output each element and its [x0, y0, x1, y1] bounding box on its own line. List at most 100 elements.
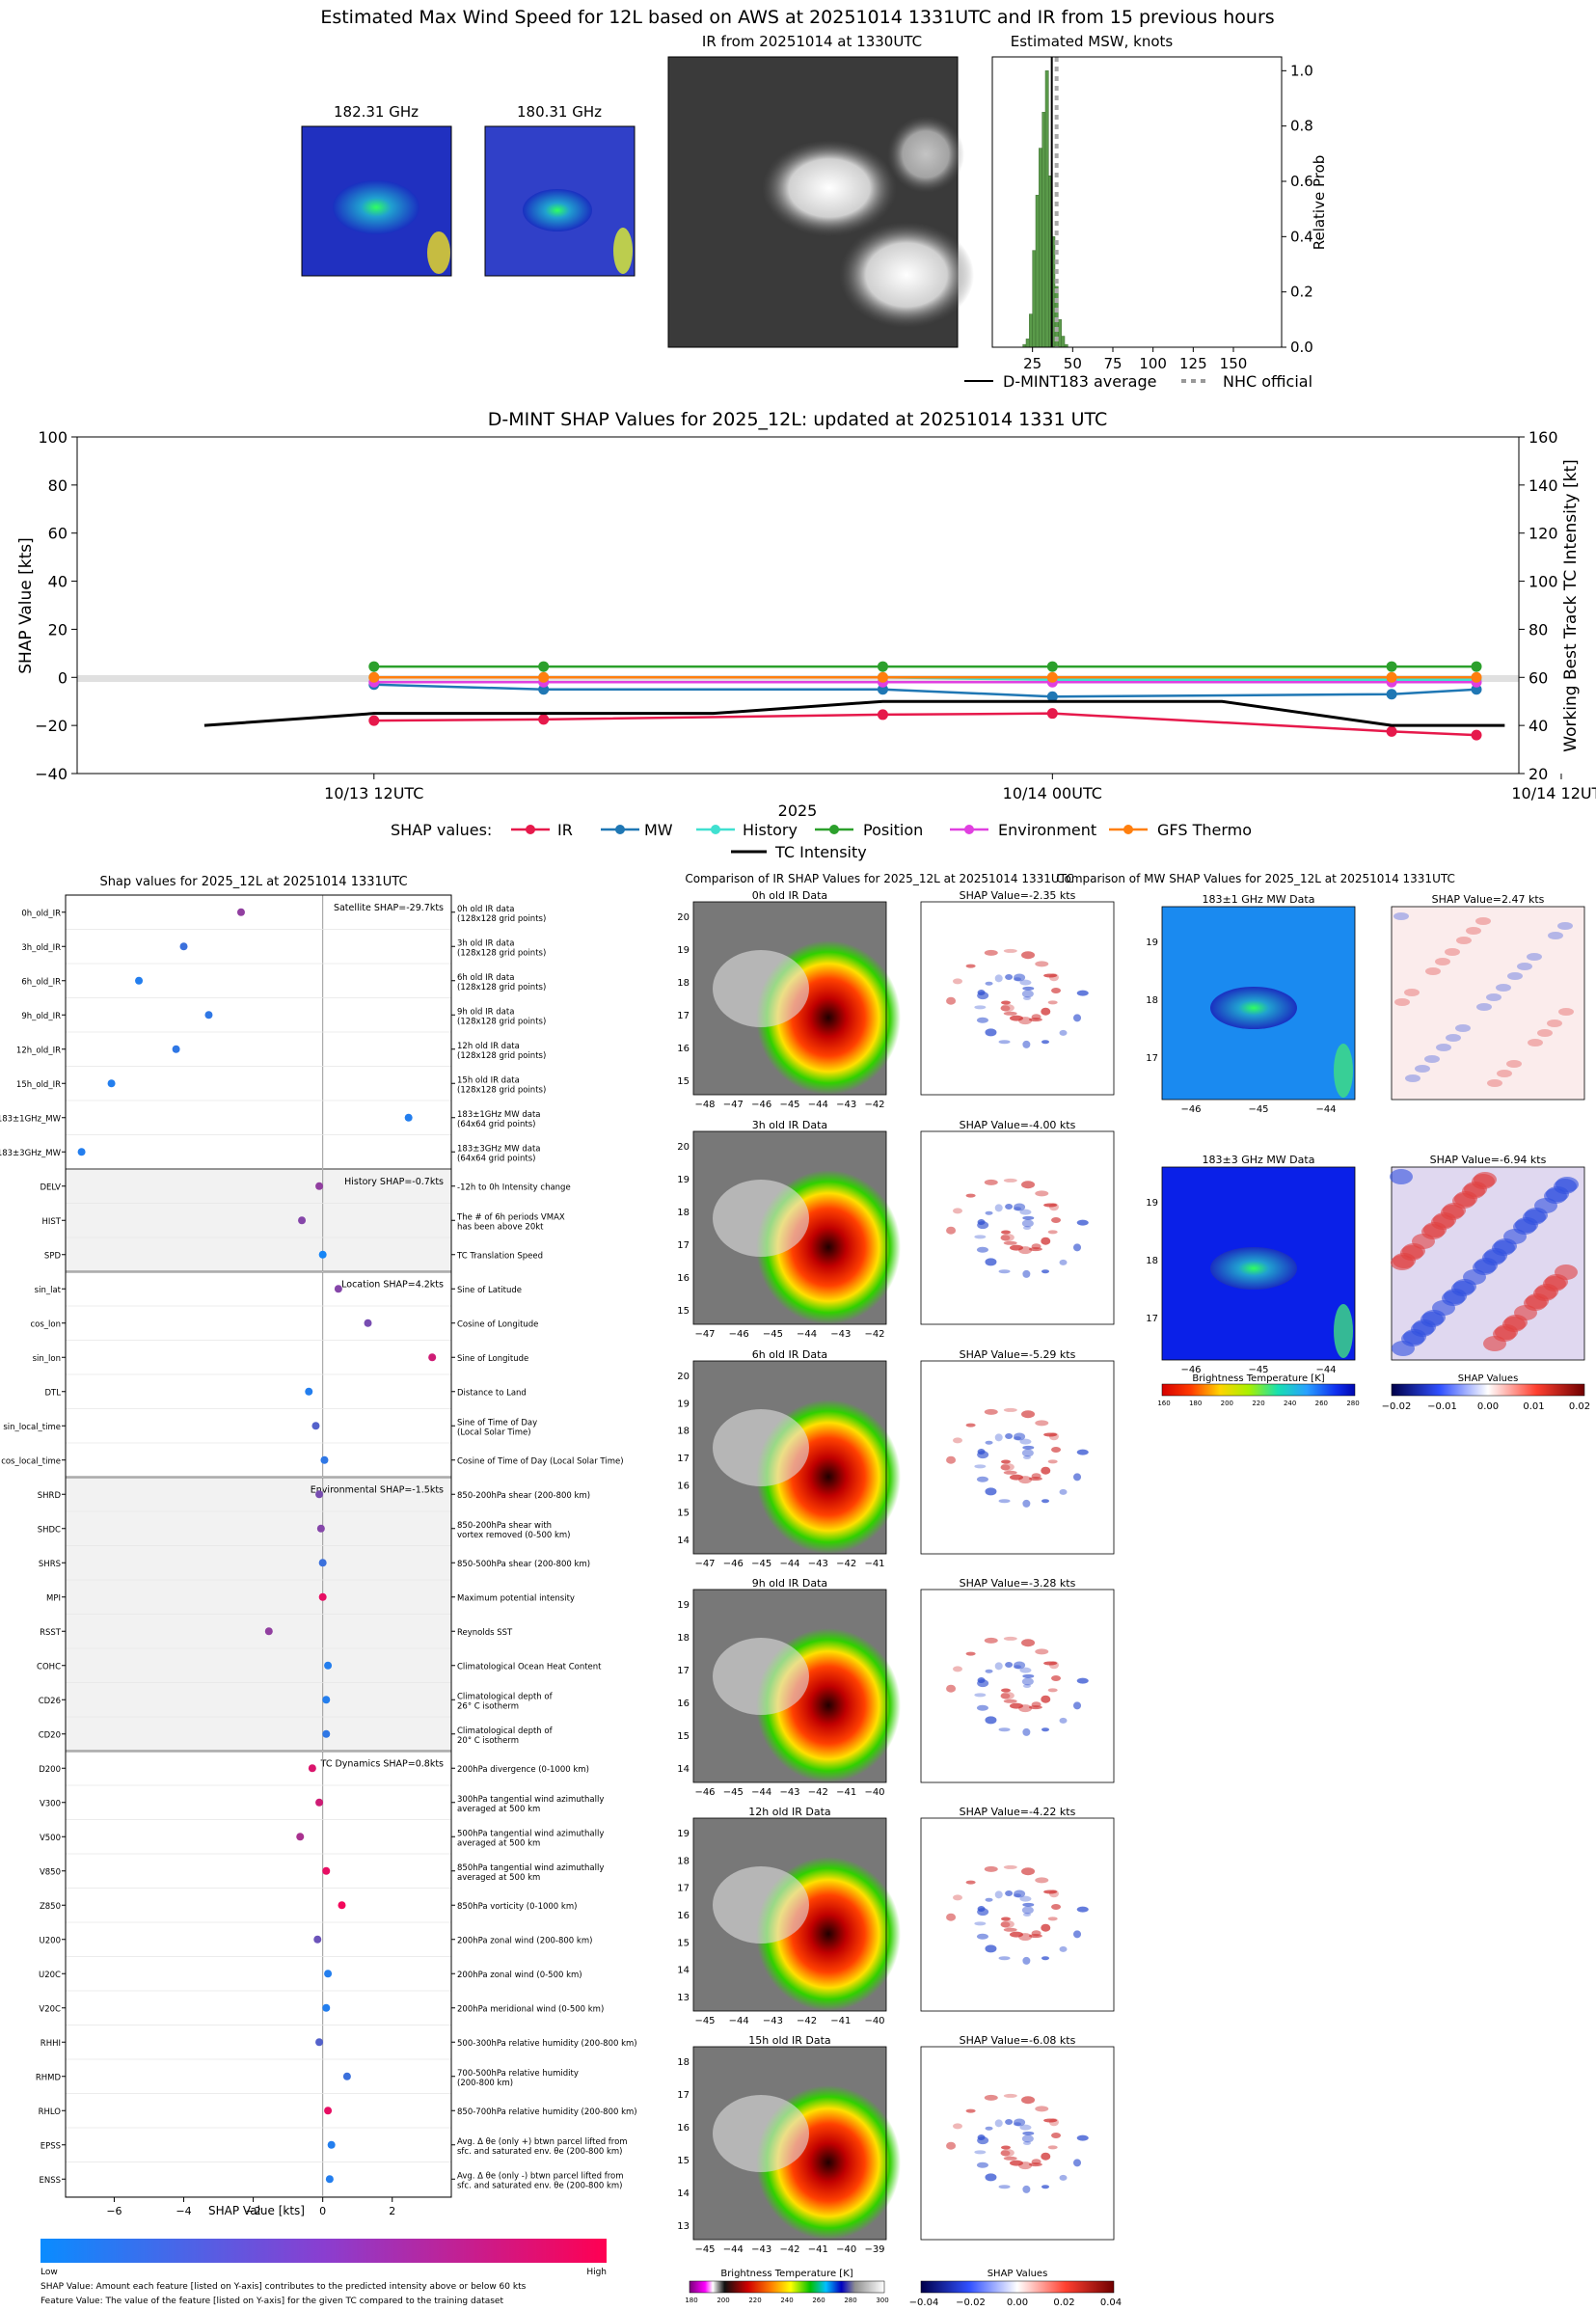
ts-ytick-left-label: 60 [48, 525, 68, 543]
ir-ytick-label: 13 [677, 1993, 690, 2003]
ir-shap-blob [1043, 1890, 1058, 1894]
mw-panel-2-title: 180.31 GHz [517, 103, 602, 121]
ir-shap-blob [1043, 2118, 1058, 2123]
shap-feature-name: MPI [46, 1593, 61, 1603]
shap-feature-name: V500 [40, 1834, 61, 1843]
shap-feature-desc: vortex removed (0-500 km) [457, 1531, 570, 1540]
shap-point [313, 1935, 322, 1944]
ir-data-frame [692, 2046, 887, 2241]
ir-xtick-label: −42 [808, 1787, 828, 1798]
shap-feature-desc: Reynolds SST [457, 1628, 513, 1638]
mw-panel-2: 180.31 GHz [484, 103, 636, 277]
mw-shap-blob [1558, 1008, 1574, 1016]
shap-feature-desc: (128x128 grid points) [457, 1051, 546, 1061]
shap-feature-name: RHMD [36, 2073, 62, 2082]
ir-ytick-label: 17 [677, 1454, 690, 1464]
shap-feature-name: DTL [45, 1388, 62, 1398]
ir-shap-blob [1000, 1464, 1011, 1471]
mw-shap-blob [1424, 1055, 1440, 1063]
ir-shap-blob [1022, 2185, 1031, 2193]
ir-shap-map [920, 901, 1115, 1096]
ir-shap-blob [1021, 990, 1034, 998]
ir-shap-blob [953, 1208, 963, 1214]
shap-point [322, 1866, 331, 1875]
shap-cb-low: Low [41, 2268, 58, 2277]
shap-feature-desc: 200hPa divergence (0-1000 km) [457, 1765, 589, 1775]
shap-feature-desc: 183±1GHz MW data [457, 1110, 540, 1120]
ir-shap-blob [976, 1704, 988, 1711]
ir-bt-label: Brightness Temperature [K] [720, 2269, 852, 2279]
ir-shap-blob [985, 1210, 993, 1215]
mw-shap-blob [1528, 1039, 1543, 1047]
ir-data-frame [692, 1130, 887, 1325]
shap-feature-desc: 200hPa zonal wind (0-500 km) [457, 1971, 582, 1980]
shap-feature-desc: (128x128 grid points) [457, 983, 546, 992]
shap-feature-desc: Climatological depth of [457, 1726, 554, 1736]
ir-data-title: 3h old IR Data [752, 1119, 827, 1131]
shap-feature-name: RHLO [39, 2107, 62, 2117]
shap-xtick-label: −2 [245, 2205, 260, 2217]
mw-shap-blob [1547, 1020, 1562, 1027]
mw-shap-blob [1507, 972, 1523, 980]
shap-feature-desc: (128x128 grid points) [457, 948, 546, 958]
ir-xtick-label: −47 [723, 1100, 744, 1110]
ir-shap-blob [1019, 1667, 1032, 1673]
ir-shap-blob [1022, 1956, 1031, 1965]
shap-point [318, 1592, 327, 1601]
ir-ytick-label: 19 [677, 945, 690, 956]
ir-shap-blob [965, 964, 976, 968]
mw-shap-blob [1548, 932, 1563, 939]
ir-shap-blob [1041, 2152, 1051, 2161]
ir-shap-blob [994, 2119, 1003, 2128]
ir-shap-blob [1003, 2093, 1017, 2098]
shap-point [315, 2038, 324, 2047]
mw-comp-title: Comparison of MW SHAP Values for 2025_12… [1056, 872, 1455, 885]
ts-legend-mw: MW [644, 821, 673, 839]
ir-shap-blob [1043, 1661, 1058, 1666]
mw-shap-tick: −0.01 [1427, 1401, 1457, 1412]
ir-xtick-label: −46 [729, 1329, 749, 1340]
ir-shap-blob [1019, 1209, 1032, 1215]
shap-panel: Shap values for 2025_12L at 20251014 133… [0, 875, 637, 2306]
ir-shap-blob [1021, 1906, 1034, 1915]
ir-data-frame [692, 901, 887, 1096]
ir-shap-blob [953, 978, 963, 985]
ir-shap-blob [1021, 1219, 1034, 1228]
ts-xtick-label: 10/14 12UTC [1511, 784, 1596, 802]
ir-shap-blob [1009, 1244, 1023, 1251]
mw-shap-blob [1403, 1329, 1426, 1345]
ts-ytick-right-label: 80 [1528, 620, 1548, 639]
ts-ytick-right-label: 140 [1528, 476, 1558, 495]
ir-ytick-label: 16 [677, 1911, 690, 1921]
shap-feature-desc: sfc. and saturated env. θe (200-800 km) [457, 2147, 623, 2157]
ts-line-gfs-thermo-point [1471, 671, 1482, 683]
ir-shap-blob [984, 1179, 998, 1185]
ts-line-position-point [538, 661, 550, 672]
ir-shap-blob [1003, 1927, 1017, 1932]
ir-ytick-label: 20 [677, 1142, 690, 1153]
ir-shap-blob [976, 1476, 988, 1482]
ir-shap-blob [1031, 1930, 1041, 1937]
ir-shap-blob [1051, 1447, 1062, 1454]
ir-shap-blob [1041, 1727, 1049, 1732]
ir-shap-blob [1009, 1702, 1023, 1709]
ir-xtick-label: −41 [830, 2016, 851, 2026]
ir-shap-blob [1076, 1449, 1089, 1455]
ir-ytick-label: 16 [677, 1044, 690, 1054]
ir-shap-blob [1005, 1204, 1014, 1210]
shap-footnote-2: Feature Value: The value of the feature … [41, 2297, 503, 2306]
ir-shap-blob [1041, 1040, 1049, 1045]
ir-shap-blob [1022, 1445, 1035, 1450]
ts-xlabel: 2025 [778, 802, 818, 820]
ir-shap-blob [965, 2108, 976, 2113]
ir-shap-blob [1047, 1688, 1058, 1693]
ir-shap-blob [1005, 2119, 1014, 2126]
shap-point [325, 2175, 334, 2184]
ir-shap-blob [1000, 1462, 1014, 1471]
mw-xtick-label: −46 [1180, 1104, 1201, 1115]
hist-ytick-label: 0.6 [1290, 173, 1313, 190]
mw-comparison: Comparison of MW SHAP Values for 2025_12… [1056, 872, 1590, 1412]
ir-shap-blob [965, 1880, 976, 1885]
ir-xtick-label: −44 [723, 2244, 744, 2255]
legend-nhc: NHC official [1223, 372, 1312, 391]
